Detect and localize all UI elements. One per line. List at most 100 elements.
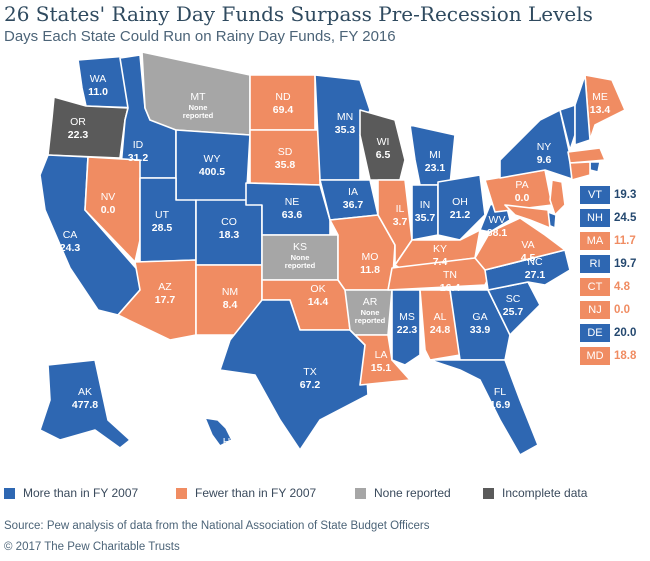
- state-value-ia: 36.7: [343, 199, 364, 211]
- state-value-mt-line1: None: [189, 103, 208, 112]
- state-code-ms: MS: [399, 311, 415, 323]
- state-code-pa: PA: [515, 179, 528, 191]
- state-value-il: 3.7: [393, 216, 408, 228]
- map-title: 26 States' Rainy Day Funds Surpass Pre-R…: [4, 2, 593, 26]
- state-code-mn: MN: [337, 111, 353, 123]
- state-value-ks-line1: None: [291, 253, 310, 262]
- state-code-wi: WI: [377, 136, 390, 148]
- callout-code-nj: NJ: [580, 301, 610, 319]
- legend-label-more: More than in FY 2007: [23, 486, 139, 500]
- legend-swatch-fewer: [176, 487, 187, 499]
- callout-code-de: DE: [580, 324, 610, 342]
- state-code-in: IN: [420, 199, 431, 211]
- state-shape-ri: [589, 161, 601, 173]
- state-value-ny: 9.6: [537, 154, 552, 166]
- legend-item-fewer: Fewer than in FY 2007: [176, 486, 316, 500]
- state-code-il: IL: [396, 203, 405, 215]
- state-value-fl: 16.9: [490, 399, 511, 411]
- state-value-ar-line2: reported: [355, 316, 386, 325]
- state-code-ne: NE: [285, 196, 300, 208]
- callout-de: DE 20.0: [580, 324, 642, 342]
- state-value-mt-line2: reported: [183, 111, 214, 120]
- state-shape-nv: [84, 156, 141, 263]
- state-value-sc: 25.7: [503, 306, 524, 318]
- callout-code-nh: NH: [580, 209, 610, 227]
- state-value-wi: 6.5: [376, 149, 391, 161]
- state-shape-la: [354, 334, 411, 386]
- state-shape-nh: [574, 74, 591, 146]
- callout-ri: RI 19.7: [580, 255, 642, 273]
- state-value-wv: 68.1: [487, 227, 508, 239]
- state-code-mt: MT: [190, 91, 206, 103]
- state-value-me: 13.4: [590, 104, 611, 116]
- state-value-sd: 35.8: [275, 159, 296, 171]
- callout-value-md: 18.8: [614, 350, 637, 362]
- state-value-ky: 7.4: [433, 256, 448, 268]
- state-value-oh: 21.2: [450, 209, 471, 221]
- callout-code-ma: MA: [580, 232, 610, 250]
- state-shape-fl: [429, 359, 539, 456]
- state-code-co: CO: [221, 216, 237, 228]
- state-value-hi: 5.4: [221, 449, 236, 461]
- state-shape-pa: [484, 169, 553, 213]
- state-code-ok: OK: [310, 283, 325, 295]
- state-code-fl: FL: [494, 386, 506, 398]
- state-code-ny: NY: [537, 141, 552, 153]
- callout-nj: NJ 0.0: [580, 301, 642, 319]
- legend-swatch-more: [4, 487, 15, 499]
- state-code-id: ID: [133, 139, 144, 151]
- state-shape-tx: [219, 299, 369, 451]
- state-code-or: OR: [70, 116, 86, 128]
- callout-ma: MA 11.7: [580, 232, 642, 250]
- state-value-al: 24.8: [430, 324, 451, 336]
- state-code-mi: MI: [429, 149, 441, 161]
- legend-label-none: None reported: [374, 486, 451, 500]
- state-value-ks-line2: reported: [285, 261, 316, 270]
- legend-item-more: More than in FY 2007: [4, 486, 138, 500]
- state-shape-nj: [549, 179, 566, 216]
- callout-ct: CT 4.8: [580, 278, 642, 296]
- state-code-me: ME: [592, 91, 608, 103]
- state-code-nv: NV: [101, 191, 116, 203]
- state-code-wa: WA: [90, 73, 107, 85]
- state-value-ga: 33.9: [470, 324, 491, 336]
- state-shape-ak: [39, 359, 131, 449]
- state-shape-ma: [567, 147, 606, 164]
- state-shape-hi: [204, 417, 233, 447]
- state-value-nv: 0.0: [101, 204, 116, 216]
- state-code-nm: NM: [222, 286, 238, 298]
- state-value-wy: 400.5: [199, 166, 225, 178]
- state-value-ms: 22.3: [397, 324, 418, 336]
- state-value-ut: 28.5: [152, 222, 173, 234]
- callout-nh: NH 24.5: [580, 209, 642, 227]
- state-code-ks: KS: [293, 241, 307, 253]
- state-code-wy: WY: [204, 153, 221, 165]
- legend-item-none: None reported: [355, 486, 451, 500]
- state-code-al: AL: [434, 311, 447, 323]
- state-code-ak: AK: [78, 386, 92, 398]
- callout-value-nh: 24.5: [614, 212, 637, 224]
- callout-value-ct: 4.8: [614, 281, 630, 293]
- legend-swatch-none: [355, 487, 366, 499]
- state-value-tn: 16.4: [440, 282, 461, 294]
- legend-item-incomplete: Incomplete data: [483, 486, 587, 500]
- state-code-tx: TX: [303, 366, 316, 378]
- state-code-nd: ND: [275, 91, 291, 103]
- state-code-mo: MO: [362, 251, 379, 263]
- state-code-wv: WV: [489, 214, 506, 226]
- state-code-sd: SD: [278, 146, 293, 158]
- state-shape-ms: [391, 289, 421, 366]
- state-code-ca: CA: [63, 229, 78, 241]
- state-value-wa: 11.0: [88, 86, 108, 98]
- state-code-hi: HI: [223, 436, 234, 448]
- state-value-mo: 11.8: [360, 264, 380, 276]
- state-value-la: 15.1: [371, 362, 392, 374]
- state-value-va: 4.5: [521, 252, 536, 264]
- callout-code-vt: VT: [580, 186, 610, 204]
- state-value-id: 31.2: [128, 152, 149, 164]
- map-subtitle: Days Each State Could Run on Rainy Day F…: [4, 28, 396, 45]
- callout-value-vt: 19.3: [614, 189, 637, 201]
- callout-code-md: MD: [580, 347, 610, 365]
- state-value-tx: 67.2: [300, 379, 321, 391]
- state-code-va: VA: [521, 239, 534, 251]
